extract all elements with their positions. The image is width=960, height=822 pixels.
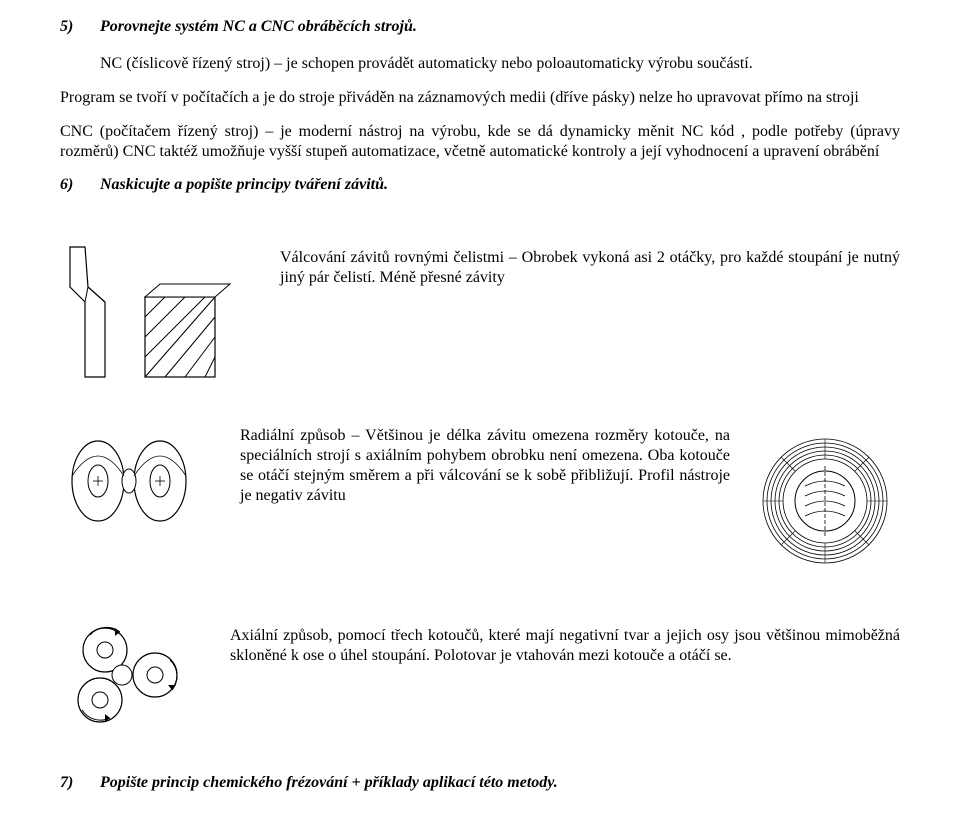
figure-2-radial-icon — [60, 426, 200, 536]
question-7-number: 7) — [60, 774, 100, 792]
question-5-number: 5) — [60, 18, 100, 36]
figure-1-flat-dies-icon — [60, 242, 240, 382]
question-7-heading: 7) Popište princip chemického frézování … — [60, 774, 900, 792]
figure-3-axial-icon — [60, 620, 190, 730]
figure-3-caption: Axiální způsob, pomocí třech kotoučů, kt… — [230, 620, 900, 666]
q5-paragraph-2: Program se tvoří v počítačích a je do st… — [60, 88, 900, 108]
figure-2-row: Radiální způsob – Většinou je délka závi… — [60, 426, 900, 576]
question-6-number: 6) — [60, 176, 100, 194]
figure-2-caption: Radiální způsob – Většinou je délka závi… — [240, 426, 730, 506]
figure-3-row: Axiální způsob, pomocí třech kotoučů, kt… — [60, 620, 900, 730]
question-6-heading: 6) Naskicujte a popište principy tváření… — [60, 176, 900, 194]
q5-paragraph-1: NC (číslicově řízený stroj) – je schopen… — [100, 54, 900, 74]
q5-paragraph-3: CNC (počítačem řízený stroj) – je modern… — [60, 122, 900, 162]
figure-2-threaded-die-icon — [750, 426, 900, 576]
figure-1-caption: Válcování závitů rovnými čelistmi – Obro… — [280, 242, 900, 288]
question-5-title: Porovnejte systém NC a CNC obráběcích st… — [100, 18, 900, 36]
figure-1-row: Válcování závitů rovnými čelistmi – Obro… — [60, 242, 900, 382]
page: 5) Porovnejte systém NC a CNC obráběcích… — [0, 0, 960, 822]
question-7-title: Popište princip chemického frézování + p… — [100, 774, 900, 792]
question-5-heading: 5) Porovnejte systém NC a CNC obráběcích… — [60, 18, 900, 36]
question-6-title: Naskicujte a popište principy tváření zá… — [100, 176, 900, 194]
